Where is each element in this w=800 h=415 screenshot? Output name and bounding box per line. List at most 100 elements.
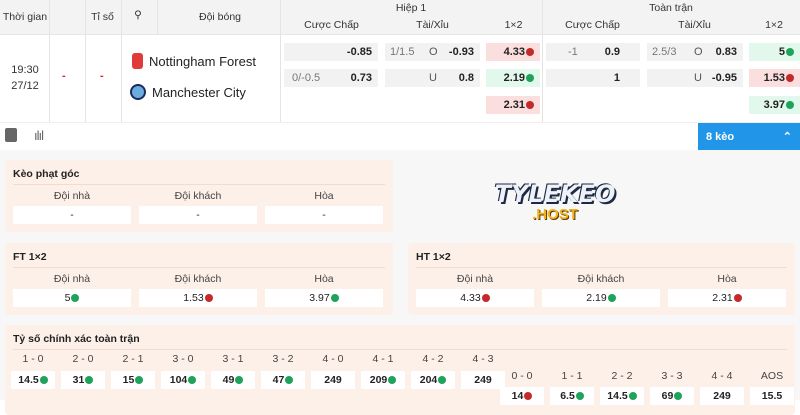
corner-draw[interactable]: - — [265, 206, 383, 224]
arrow-down-icon — [786, 74, 794, 82]
corner-home[interactable]: - — [13, 206, 131, 224]
arrow-up-icon — [235, 376, 244, 384]
score-odd[interactable]: 6.5 — [550, 387, 594, 405]
arrow-up-icon — [85, 376, 94, 384]
score-odd[interactable]: 249 — [461, 371, 505, 389]
away-team-name: Manchester City — [152, 84, 246, 100]
arrow-down-icon — [524, 392, 533, 400]
arrow-up-icon — [575, 392, 584, 400]
score-odd[interactable]: 14.5 — [11, 371, 55, 389]
score-label: 4 - 3 — [472, 353, 494, 365]
arrow-up-icon — [39, 376, 48, 384]
more-odds-button[interactable]: 8 kèo ⌃ — [698, 123, 800, 150]
h1-hcap-home[interactable]: -0.85 — [284, 43, 378, 61]
score-odd[interactable]: 47 — [261, 371, 305, 389]
h1-hcap-away[interactable]: 0/-0.5 0.73 — [284, 69, 378, 87]
sport-icon: ⚲ — [134, 9, 142, 21]
header-fulltime: Toàn trận — [649, 2, 693, 14]
score-label: 4 - 0 — [322, 353, 344, 365]
h1-1x2-draw[interactable]: 2.31 — [486, 96, 540, 114]
ft-over[interactable]: 2.5/3 O 0.83 — [647, 43, 743, 61]
score-odd[interactable]: 14.5 — [600, 387, 644, 405]
score-label: 4 - 4 — [711, 370, 733, 382]
tylekeo-logo: TYLEKEO .HOST — [494, 180, 616, 223]
score-home: - — [62, 70, 66, 82]
score-label: 3 - 0 — [172, 353, 194, 365]
corner-away[interactable]: - — [139, 206, 257, 224]
panel-title: Kèo phạt góc — [13, 168, 385, 185]
score-away: - — [100, 70, 104, 82]
ht12-away[interactable]: 2.19 — [542, 289, 660, 307]
arrow-up-icon — [526, 74, 534, 82]
ht-1x2-panel: HT 1×2 Đội nhà Đội khách Hòa 4.33 2.19 2… — [408, 243, 795, 315]
score-odd[interactable]: 15.5 — [750, 387, 794, 405]
score-odd[interactable]: 15 — [111, 371, 155, 389]
nottingham-forest-logo — [132, 53, 143, 69]
score-odd[interactable]: 249 — [311, 371, 355, 389]
match-date: 27/12 — [11, 80, 39, 92]
header-h1-hcap: Cược Chấp — [304, 19, 359, 31]
ft-hcap-away[interactable]: 1 — [546, 69, 640, 87]
score-odd[interactable]: 31 — [61, 371, 105, 389]
arrow-up-icon — [388, 376, 397, 384]
correct-score-panel: Tỷ số chính xác toàn trận 1 - 0 14.5 2 - 0… — [5, 325, 795, 415]
away-team[interactable]: Manchester City — [130, 84, 246, 100]
arrow-up-icon — [674, 392, 683, 400]
ft12-away[interactable]: 1.53 — [139, 289, 257, 307]
header-ft-ou: Tài/Xỉu — [678, 19, 711, 31]
ft-under[interactable]: U -0.95 — [647, 69, 743, 87]
score-odd[interactable]: 49 — [211, 371, 255, 389]
h1-1x2-home[interactable]: 4.33 — [486, 43, 540, 61]
h1-1x2-away[interactable]: 2.19 — [486, 69, 540, 87]
score-label: 3 - 2 — [272, 353, 294, 365]
score-odd[interactable]: 249 — [700, 387, 744, 405]
header-h1-ou: Tài/Xỉu — [416, 19, 449, 31]
ft-1x2-home[interactable]: 5 — [749, 43, 800, 61]
ht12-draw[interactable]: 2.31 — [668, 289, 786, 307]
score-label: 2 - 0 — [72, 353, 94, 365]
arrow-up-icon — [135, 376, 144, 384]
header-time: Thời gian — [2, 11, 48, 23]
score-label: 2 - 1 — [122, 353, 144, 365]
ft12-home[interactable]: 5 — [13, 289, 131, 307]
score-odd[interactable]: 209 — [361, 371, 405, 389]
h1-over[interactable]: 1/1.5 O -0.93 — [385, 43, 480, 61]
table-header: Thời gian Tỉ số ⚲ Đội bóng Hiệp 1 Toàn t… — [0, 0, 800, 35]
score-odd[interactable]: 104 — [161, 371, 205, 389]
ft-hcap-home[interactable]: -1 0.9 — [546, 43, 640, 61]
chevron-up-icon: ⌃ — [782, 131, 792, 143]
stats-chart-icon[interactable]: ılıl — [34, 128, 44, 143]
score-odd[interactable]: 69 — [650, 387, 694, 405]
header-h1-1x2: 1×2 — [504, 19, 523, 31]
ft-1x2-draw[interactable]: 3.97 — [749, 96, 800, 114]
arrow-up-icon — [786, 101, 794, 109]
arrow-down-icon — [526, 48, 534, 56]
score-label: AOS — [760, 370, 784, 382]
more-odds-label: 8 kèo — [706, 130, 735, 143]
arrow-up-icon — [628, 392, 637, 400]
score-label: 4 - 1 — [372, 353, 394, 365]
score-label: 1 - 0 — [22, 353, 44, 365]
ft12-draw[interactable]: 3.97 — [265, 289, 383, 307]
header-team: Đội bóng — [198, 11, 242, 23]
arrow-down-icon — [526, 101, 534, 109]
ft-1x2-panel: FT 1×2 Đội nhà Đội khách Hòa 5 1.53 3.97 — [5, 243, 393, 315]
ft-1x2-away[interactable]: 1.53 — [749, 69, 800, 87]
score-label: 3 - 1 — [222, 353, 244, 365]
score-odd[interactable]: 14 — [500, 387, 544, 405]
score-label: 3 - 3 — [661, 370, 683, 382]
score-label: 0 - 0 — [511, 370, 533, 382]
home-team[interactable]: Nottingham Forest — [132, 53, 256, 69]
header-half1: Hiệp 1 — [395, 2, 427, 14]
h1-under[interactable]: U 0.8 — [385, 69, 480, 87]
match-time: 19:30 — [11, 64, 39, 76]
arrow-up-icon — [188, 376, 197, 384]
arrow-up-icon — [285, 376, 294, 384]
arrow-up-icon — [438, 376, 447, 384]
score-odd[interactable]: 204 — [411, 371, 455, 389]
score-label: 2 - 2 — [611, 370, 633, 382]
corner-panel: Kèo phạt góc Đội nhà Đội khách Hòa - - - — [5, 160, 393, 232]
jersey-icon[interactable] — [5, 128, 17, 142]
score-label: 1 - 1 — [561, 370, 583, 382]
ht12-home[interactable]: 4.33 — [416, 289, 534, 307]
